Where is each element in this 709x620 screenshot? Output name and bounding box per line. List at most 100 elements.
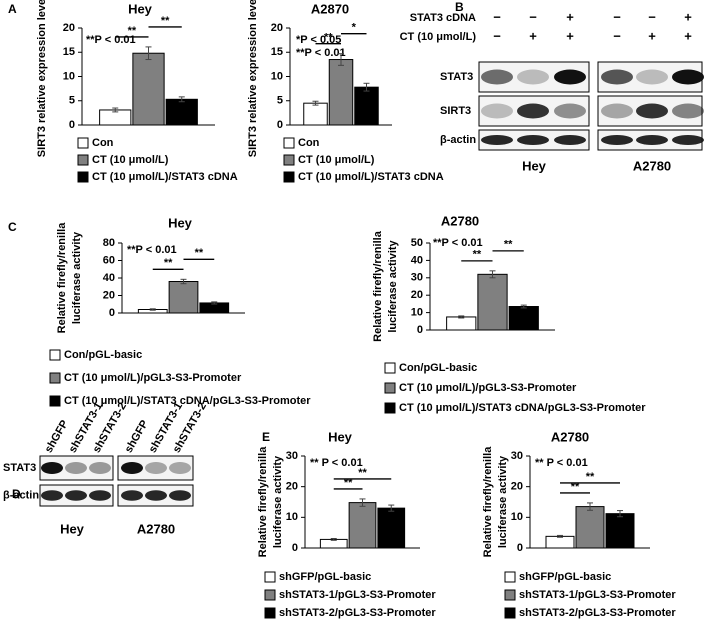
lane-sign: − bbox=[613, 9, 621, 24]
legend-label: CT (10 μmol/L)/STAT3 cDNA/pGL3-S3-Promot… bbox=[64, 395, 311, 407]
bar bbox=[545, 535, 575, 549]
chart-title: A2780 bbox=[551, 429, 589, 444]
significance-label: ** bbox=[161, 15, 170, 27]
band bbox=[636, 135, 668, 145]
group-label: Hey bbox=[60, 521, 85, 536]
chart-title: A2780 bbox=[441, 213, 479, 228]
band bbox=[169, 462, 191, 474]
lane-sign: − bbox=[493, 9, 501, 24]
group-label: A2780 bbox=[137, 521, 175, 536]
band bbox=[554, 103, 586, 119]
chart-title: A2870 bbox=[311, 1, 349, 16]
bar bbox=[168, 281, 199, 314]
legend-swatch bbox=[384, 362, 396, 374]
annotation: *P < 0.05 bbox=[296, 34, 341, 46]
y-tick-label: 80 bbox=[103, 237, 115, 249]
bar bbox=[605, 513, 635, 549]
legend-label: Con/pGL-basic bbox=[64, 349, 142, 361]
y-tick-label: 0 bbox=[109, 307, 115, 319]
significance-label: * bbox=[352, 22, 357, 34]
band bbox=[601, 69, 633, 85]
y-tick-label: 50 bbox=[411, 237, 423, 249]
legend-swatch bbox=[264, 571, 276, 583]
band bbox=[121, 490, 143, 501]
blot-frame bbox=[478, 95, 590, 127]
lane-sign: + bbox=[566, 9, 574, 24]
band bbox=[481, 103, 513, 119]
y-axis-label: luciferase activity bbox=[272, 455, 284, 548]
y-tick-label: 0 bbox=[277, 119, 283, 131]
band bbox=[145, 462, 167, 474]
significance-label: ** bbox=[324, 32, 333, 44]
legend-swatch bbox=[384, 382, 396, 394]
bar bbox=[165, 98, 198, 126]
y-tick-label: 5 bbox=[69, 95, 75, 107]
band bbox=[636, 69, 668, 85]
legend-label: shSTAT3-1/pGL3-S3-Promoter bbox=[519, 589, 676, 601]
band bbox=[672, 103, 704, 119]
chart-title: Hey bbox=[328, 429, 353, 444]
chart-title: Hey bbox=[128, 1, 153, 16]
panel-label: E bbox=[262, 430, 270, 444]
panel-label: A bbox=[8, 2, 17, 16]
y-axis-label: luciferase activity bbox=[71, 231, 83, 324]
significance-label: ** bbox=[504, 239, 513, 251]
band bbox=[41, 490, 63, 501]
y-tick-label: 10 bbox=[411, 307, 423, 319]
legend-swatch bbox=[504, 589, 516, 601]
legend-swatch bbox=[264, 607, 276, 619]
legend-label: shSTAT3-1/pGL3-S3-Promoter bbox=[279, 589, 436, 601]
legend-label: shGFP/pGL-basic bbox=[519, 571, 611, 583]
bar bbox=[328, 59, 354, 126]
y-tick-label: 0 bbox=[69, 119, 75, 131]
band bbox=[517, 69, 549, 85]
band bbox=[672, 135, 704, 145]
legend-label: CT (10 μmol/L)/pGL3-S3-Promoter bbox=[64, 372, 242, 384]
band-label: SIRT3 bbox=[440, 105, 471, 117]
legend-swatch bbox=[384, 402, 396, 414]
y-tick-label: 15 bbox=[63, 46, 75, 58]
y-tick-label: 10 bbox=[286, 511, 298, 523]
band bbox=[554, 69, 586, 85]
significance-label: ** bbox=[473, 249, 482, 261]
band bbox=[601, 135, 633, 145]
significance-label: ** bbox=[344, 477, 353, 489]
band bbox=[517, 103, 549, 119]
bar bbox=[348, 502, 377, 549]
band bbox=[481, 69, 513, 85]
y-tick-label: 10 bbox=[511, 511, 523, 523]
legend-label: shGFP/pGL-basic bbox=[279, 571, 371, 583]
annotation: ** P < 0.01 bbox=[535, 457, 588, 469]
legend-label: CT (10 μmol/L) bbox=[298, 154, 375, 166]
legend-swatch bbox=[49, 372, 61, 384]
legend-label: shSTAT3-2/pGL3-S3-Promoter bbox=[279, 607, 436, 619]
lane-sign: − bbox=[493, 28, 501, 43]
band bbox=[554, 135, 586, 145]
lane-sign: − bbox=[529, 9, 537, 24]
bar bbox=[354, 86, 379, 126]
bar bbox=[303, 102, 328, 126]
y-axis-label: Relative firefly/renilla bbox=[56, 222, 68, 334]
bar bbox=[508, 306, 539, 331]
y-tick-label: 30 bbox=[411, 272, 423, 284]
legend-swatch bbox=[49, 395, 61, 407]
y-axis-label: SIRT3 relative expression level bbox=[36, 0, 48, 157]
y-tick-label: 20 bbox=[286, 481, 298, 493]
annotation: ** P < 0.01 bbox=[310, 457, 363, 469]
panel-label: C bbox=[8, 220, 17, 234]
y-tick-label: 20 bbox=[511, 481, 523, 493]
legend-swatch bbox=[283, 154, 295, 166]
y-tick-label: 40 bbox=[103, 272, 115, 284]
row-label: CT (10 μmol/L) bbox=[400, 31, 477, 43]
legend-label: CT (10 μmol/L)/STAT3 cDNA bbox=[92, 171, 238, 183]
significance-label: ** bbox=[586, 471, 595, 483]
band bbox=[517, 135, 549, 145]
band-label: β-actin bbox=[3, 489, 39, 501]
legend-swatch bbox=[283, 137, 295, 149]
annotation: **P < 0.01 bbox=[127, 244, 177, 256]
bar bbox=[477, 273, 508, 331]
y-axis-label: Relative firefly/renilla bbox=[257, 446, 269, 558]
legend-label: CT (10 μmol/L)/STAT3 cDNA bbox=[298, 171, 444, 183]
legend-swatch bbox=[77, 137, 89, 149]
